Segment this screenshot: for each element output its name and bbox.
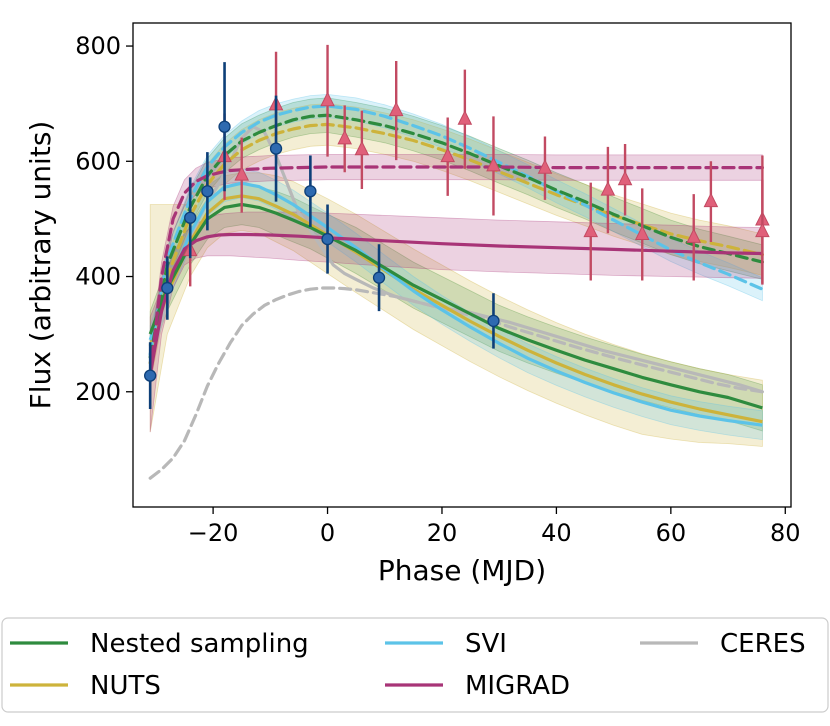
- x-axis-label: Phase (MJD): [378, 554, 546, 587]
- red-point-marker: [320, 91, 335, 107]
- y-tick-label: 200: [75, 378, 121, 406]
- blue-point-marker: [201, 185, 214, 198]
- blue-point-marker: [487, 314, 500, 328]
- red-point-marker: [457, 110, 473, 125]
- red-point-marker: [686, 228, 702, 243]
- data-points: [144, 44, 770, 410]
- y-tick-label: 400: [75, 263, 121, 291]
- legend-label-nested: Nested sampling: [90, 629, 309, 659]
- blue-point-marker: [184, 211, 197, 224]
- nuts-line-red-3: [148, 122, 764, 365]
- red-point-marker: [537, 159, 553, 174]
- blue-point-marker: [269, 142, 283, 155]
- legend-label-nuts: NUTS: [90, 671, 161, 701]
- x-tick-label: 40: [541, 519, 572, 547]
- red-point-marker: [634, 225, 650, 240]
- migrad-line-blue-6: [148, 232, 763, 375]
- ceres-line-red-9: [148, 286, 764, 480]
- svi-line-red-5: [148, 104, 764, 356]
- red-point-marker: [486, 156, 501, 172]
- blue-point-marker: [144, 369, 157, 382]
- x-tick-label: −20: [188, 519, 239, 547]
- y-axis-label: Flux (arbitrary units): [24, 121, 57, 410]
- svi-line-blue-4: [148, 181, 763, 427]
- red-point-marker: [388, 101, 404, 117]
- x-tick-label: 60: [656, 519, 687, 547]
- blue-point-marker: [304, 185, 317, 198]
- red-point-marker: [337, 129, 353, 145]
- blue-point-marker: [321, 232, 334, 246]
- legend-label-ceres: CERES: [720, 629, 806, 659]
- legend-frame: [1, 617, 829, 713]
- blue-point-marker: [161, 281, 174, 295]
- red-point-marker: [703, 192, 719, 208]
- ceres-line-blue-8: [148, 125, 763, 394]
- red-point-marker: [600, 180, 616, 196]
- y-axis: 200 400 600 800: [75, 32, 133, 406]
- red-point-marker: [583, 222, 599, 238]
- legend-label-migrad: MIGRAD: [465, 671, 570, 701]
- legend: Nested sampling SVI CERES NUTS MIGRAD: [1, 617, 829, 713]
- blue-point-marker: [372, 271, 386, 284]
- x-tick-label: 0: [320, 519, 335, 547]
- x-axis: −20 0 20 40 60 80: [188, 507, 801, 547]
- red-point-marker: [755, 222, 770, 238]
- y-tick-label: 800: [75, 32, 121, 60]
- plot-frame: [132, 22, 792, 508]
- nested-line-blue-0: [148, 202, 763, 410]
- y-tick-label: 600: [75, 147, 121, 175]
- red-point-marker: [617, 170, 633, 186]
- red-point-marker: [440, 147, 456, 163]
- migrad-line-red-7: [148, 165, 764, 377]
- x-tick-label: 80: [770, 519, 801, 547]
- x-tick-label: 20: [427, 519, 458, 547]
- blue-point-marker: [218, 120, 231, 133]
- nested-line-red-1: [148, 113, 764, 359]
- legend-label-svi: SVI: [465, 629, 507, 659]
- red-point-marker: [354, 140, 370, 156]
- svi-band-blue-4: [149, 168, 763, 441]
- model-lines: [148, 104, 764, 480]
- red-point-marker: [234, 165, 250, 181]
